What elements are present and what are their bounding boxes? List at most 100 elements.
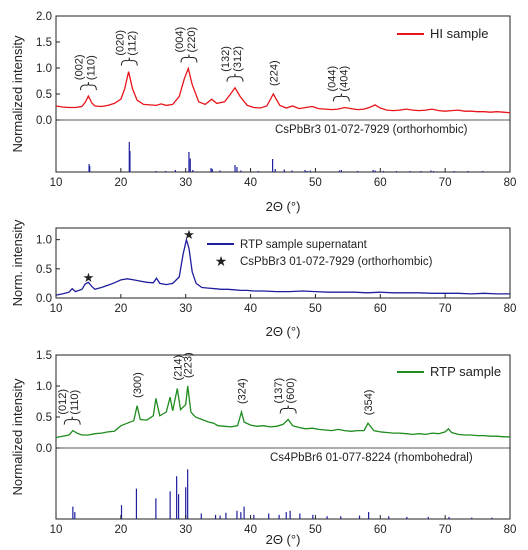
hkl-label: (324) bbox=[236, 378, 248, 404]
y-tick-label: 1.0 bbox=[36, 63, 52, 75]
star-marker: ★ bbox=[83, 270, 95, 285]
hkl-label: (110) bbox=[85, 55, 97, 80]
y-tick-label: 2.0 bbox=[36, 11, 52, 23]
peak-brace bbox=[180, 54, 198, 63]
hkl-label: (020) bbox=[114, 30, 126, 56]
x-tick-label: 10 bbox=[50, 177, 63, 189]
peak-brace bbox=[332, 93, 350, 102]
hkl-label: (110) bbox=[69, 390, 81, 415]
y-axis-label: Normalized intensity bbox=[10, 378, 25, 496]
legend-label-rtp: RTP sample bbox=[430, 364, 501, 379]
x-tick-label: 60 bbox=[374, 177, 387, 189]
y-ticks: 0.0 0.5 1.0 bbox=[36, 235, 60, 305]
peak-annotations: (012) (110) (300) (214)(223) (324) (137) (600)… bbox=[57, 352, 375, 425]
y-ticks: 0.0 0.5 1.0 1.5 2.0 bbox=[36, 11, 60, 127]
plot-frame bbox=[55, 227, 511, 299]
reference-pattern bbox=[88, 142, 504, 172]
peak-brace bbox=[120, 57, 138, 66]
panel-rtp-supernatant: ★★ 0.00.51.0 10 20 30 40 50 60 70 80 RTP sample… bbox=[10, 219, 516, 339]
x-tick-label: 80 bbox=[504, 303, 517, 315]
x-tick-label: 30 bbox=[179, 177, 192, 189]
peak-brace bbox=[79, 82, 97, 91]
legend-label-cspbbr3: CsPbBr3 01-072-7929 (orthorhombic) bbox=[240, 256, 433, 268]
hkl-label: (312) bbox=[232, 46, 244, 72]
legend-label-supernatant: RTP sample supernatant bbox=[240, 239, 368, 251]
x-tick-label: 60 bbox=[374, 524, 387, 536]
panel-rtp-sample: (012) (110) (300) (214)(223) (324) (137) (600)… bbox=[10, 350, 516, 547]
y-tick-label: 0.5 bbox=[36, 264, 52, 276]
x-ticks: 10 20 30 40 50 60 70 80 bbox=[50, 294, 517, 315]
hkl-label: (002) bbox=[73, 54, 85, 80]
x-axis-label: 2Θ (°) bbox=[266, 199, 301, 214]
x-tick-label: 80 bbox=[504, 524, 517, 536]
reference-pattern bbox=[72, 469, 493, 519]
star-marker: ★ bbox=[183, 227, 195, 242]
hi-sample-line bbox=[55, 66, 511, 114]
x-tick-label: 20 bbox=[114, 177, 127, 189]
hkl-label: (220) bbox=[186, 27, 198, 53]
x-ticks: 10 20 30 40 50 60 70 80 bbox=[50, 515, 517, 536]
legend: RTP sample supernatant ★ CsPbBr3 01-072-… bbox=[207, 239, 433, 269]
hkl-label: (354) bbox=[363, 390, 375, 416]
x-ticks: 10 20 30 40 50 60 70 80 bbox=[50, 168, 517, 189]
x-tick-label: 40 bbox=[244, 524, 257, 536]
y-tick-label: 0.5 bbox=[36, 412, 52, 424]
x-tick-label: 40 bbox=[244, 177, 257, 189]
reference-label: Cs4PbBr6 01-077-8224 (rhombohedral) bbox=[270, 452, 473, 464]
x-axis-label: 2Θ (°) bbox=[266, 324, 301, 339]
panel-hi-sample: (002) (110) (020) (112) (004) (220) (132) (312)… bbox=[10, 11, 516, 214]
x-tick-label: 10 bbox=[50, 303, 63, 315]
hkl-label: (214) bbox=[172, 355, 184, 381]
y-tick-label: 1.5 bbox=[36, 350, 52, 362]
x-tick-label: 50 bbox=[309, 524, 322, 536]
hkl-label: (112) bbox=[126, 31, 138, 56]
reference-star-markers: ★★ bbox=[83, 227, 195, 285]
y-tick-label: 1.0 bbox=[36, 381, 52, 393]
x-tick-label: 50 bbox=[309, 177, 322, 189]
y-tick-label: 0.0 bbox=[36, 443, 52, 455]
hkl-label: (300) bbox=[132, 372, 144, 398]
x-tick-label: 10 bbox=[50, 524, 63, 536]
x-tick-label: 50 bbox=[309, 303, 322, 315]
y-tick-label: 0.0 bbox=[36, 115, 52, 127]
hkl-label: (223) bbox=[183, 352, 195, 378]
hkl-label: (224) bbox=[268, 60, 280, 86]
hkl-label: (012) bbox=[57, 389, 69, 415]
x-tick-label: 40 bbox=[244, 303, 257, 315]
y-ticks: 0.0 0.5 1.0 1.5 bbox=[36, 350, 60, 455]
y-tick-label: 0.5 bbox=[36, 89, 52, 101]
rtp-supernatant-line bbox=[55, 237, 510, 296]
peak-brace bbox=[279, 405, 297, 414]
x-axis-label: 2Θ (°) bbox=[266, 532, 301, 547]
y-axis-label: Norm. intensity bbox=[10, 219, 25, 306]
hkl-label: (137) bbox=[273, 378, 285, 404]
x-tick-label: 80 bbox=[504, 177, 517, 189]
x-tick-label: 60 bbox=[374, 303, 387, 315]
rtp-sample-line bbox=[55, 385, 510, 439]
legend: RTP sample bbox=[397, 364, 501, 379]
peak-brace bbox=[63, 416, 81, 425]
x-tick-label: 70 bbox=[439, 303, 452, 315]
x-tick-label: 20 bbox=[114, 303, 127, 315]
hkl-label: (600) bbox=[285, 378, 297, 404]
peak-brace bbox=[226, 73, 244, 82]
x-tick-label: 30 bbox=[179, 524, 192, 536]
hkl-label: (004) bbox=[174, 27, 186, 53]
legend-star-icon: ★ bbox=[215, 253, 228, 269]
y-axis-label: Normalized intensity bbox=[10, 35, 25, 153]
reference-label: CsPbBr3 01-072-7929 (orthorhombic) bbox=[275, 124, 468, 136]
peak-annotations: (002) (110) (020) (112) (004) (220) (132) (312)… bbox=[73, 27, 350, 102]
x-tick-label: 30 bbox=[179, 303, 192, 315]
hkl-label: (404) bbox=[338, 66, 350, 92]
y-tick-label: 1.5 bbox=[36, 37, 52, 49]
x-tick-label: 70 bbox=[439, 524, 452, 536]
y-tick-label: 0.0 bbox=[36, 293, 52, 305]
x-tick-label: 20 bbox=[114, 524, 127, 536]
legend: HI sample bbox=[397, 26, 489, 41]
y-tick-label: 1.0 bbox=[36, 235, 52, 247]
legend-label-hi: HI sample bbox=[430, 26, 489, 41]
x-tick-label: 70 bbox=[439, 177, 452, 189]
hkl-label: (132) bbox=[220, 46, 232, 72]
hkl-label: (044) bbox=[326, 66, 338, 92]
